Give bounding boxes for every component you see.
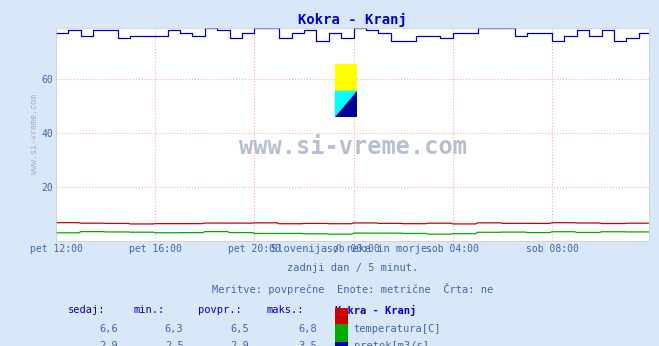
- Text: zadnji dan / 5 minut.: zadnji dan / 5 minut.: [287, 263, 418, 273]
- Text: 6,6: 6,6: [100, 324, 119, 334]
- Text: min.:: min.:: [133, 305, 164, 315]
- Polygon shape: [335, 91, 357, 117]
- Polygon shape: [335, 91, 357, 117]
- Bar: [335, 342, 348, 346]
- Text: 6,5: 6,5: [230, 324, 249, 334]
- Text: 2,5: 2,5: [165, 340, 183, 346]
- Title: Kokra - Kranj: Kokra - Kranj: [298, 12, 407, 27]
- Text: www.si-vreme.com: www.si-vreme.com: [239, 135, 467, 159]
- Text: 6,8: 6,8: [299, 324, 317, 334]
- Text: maks.:: maks.:: [266, 305, 304, 315]
- Text: temperatura[C]: temperatura[C]: [354, 324, 442, 334]
- Text: pretok[m3/s]: pretok[m3/s]: [354, 340, 429, 346]
- Bar: [335, 64, 357, 91]
- Text: Meritve: povprečne  Enote: metrične  Črta: ne: Meritve: povprečne Enote: metrične Črta:…: [212, 283, 493, 294]
- Text: sedaj:: sedaj:: [68, 305, 105, 315]
- Text: 3,5: 3,5: [299, 340, 317, 346]
- Text: 2,9: 2,9: [100, 340, 119, 346]
- Text: povpr.:: povpr.:: [198, 305, 242, 315]
- Y-axis label: www.si-vreme.com: www.si-vreme.com: [30, 94, 39, 174]
- Text: Slovenija / reke in morje.: Slovenija / reke in morje.: [272, 244, 434, 254]
- Bar: [335, 308, 348, 326]
- Text: 6,3: 6,3: [165, 324, 183, 334]
- Text: Kokra - Kranj: Kokra - Kranj: [335, 305, 416, 316]
- Text: 2,9: 2,9: [230, 340, 249, 346]
- Bar: [335, 324, 348, 343]
